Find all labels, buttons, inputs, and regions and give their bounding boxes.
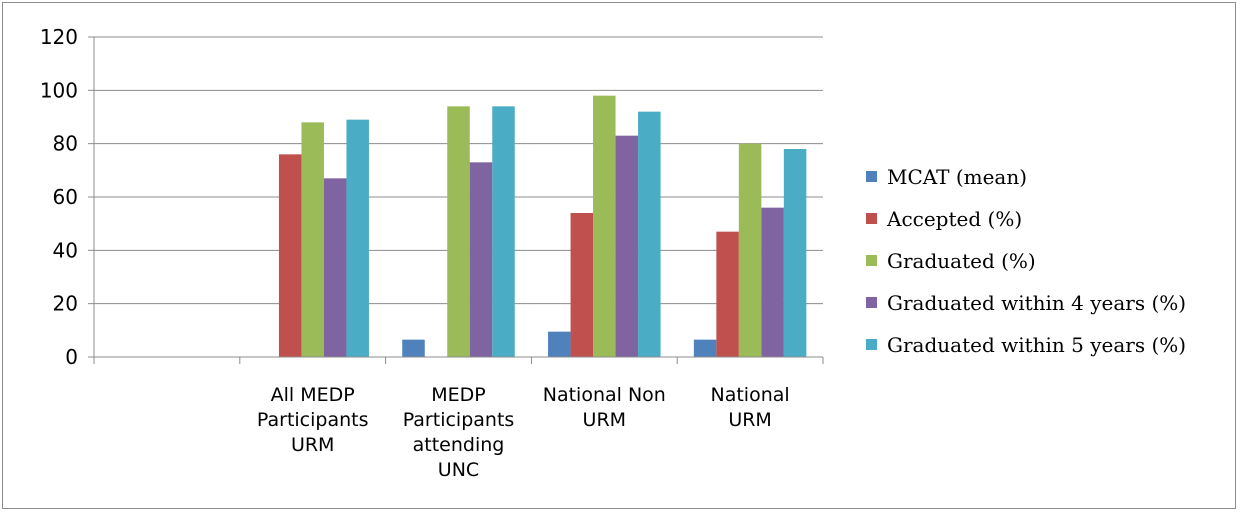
legend-label: Graduated within 4 years (%)	[887, 291, 1186, 315]
bar	[346, 119, 369, 358]
bar	[638, 111, 661, 358]
legend-swatch	[866, 213, 877, 224]
legend-label: Graduated (%)	[887, 249, 1036, 273]
legend-swatch	[866, 297, 877, 308]
legend-label: Accepted (%)	[886, 207, 1022, 231]
legend-swatch	[866, 255, 877, 266]
legend-swatch	[866, 171, 877, 182]
bar	[323, 178, 347, 357]
y-tick-label: 60	[53, 185, 78, 209]
y-tick-label: 0	[65, 345, 78, 369]
x-category-label: Participants	[257, 409, 369, 431]
y-tick-label: 40	[53, 238, 78, 262]
legend-label: Graduated within 5 years (%)	[887, 333, 1186, 357]
bar	[716, 231, 739, 357]
bar	[447, 106, 470, 357]
bars	[278, 95, 807, 358]
x-category-label: URM	[728, 409, 772, 431]
bar	[469, 162, 493, 357]
x-category-label: Participants	[403, 409, 515, 431]
legend-swatch	[866, 339, 877, 350]
axes	[88, 36, 824, 364]
x-category-label: URM	[583, 409, 627, 431]
bar	[761, 207, 784, 357]
x-category-label: All MEDP	[271, 384, 355, 406]
bar	[301, 122, 324, 357]
legend: MCAT (mean) Accepted (%) Graduated (%) Grad…	[866, 165, 1186, 357]
bar	[492, 106, 515, 357]
bar	[402, 339, 425, 357]
bar	[693, 339, 717, 357]
y-tick-label: 80	[53, 132, 78, 156]
x-category-label: attending	[413, 434, 505, 456]
y-tick-label: 120	[40, 25, 78, 49]
bar	[570, 213, 594, 357]
bar	[593, 95, 616, 358]
x-category-label: National	[711, 384, 790, 406]
legend-label: MCAT (mean)	[887, 165, 1027, 189]
x-category-labels: All MEDP Participants URM MEDP Participants a…	[257, 384, 790, 481]
y-tick-labels: 0 20 40 60 80 100 120	[40, 25, 78, 369]
x-category-label: MEDP	[431, 384, 486, 406]
x-category-label: URM	[291, 434, 335, 456]
y-tick-label: 100	[40, 78, 78, 102]
bar	[548, 331, 571, 357]
bar	[278, 154, 302, 357]
x-category-label: National Non	[543, 384, 666, 406]
gridlines	[94, 36, 823, 305]
bar	[783, 149, 807, 357]
bar	[615, 135, 639, 357]
y-tick-label: 20	[53, 292, 78, 316]
x-category-label: UNC	[438, 459, 479, 481]
bar	[738, 143, 762, 357]
